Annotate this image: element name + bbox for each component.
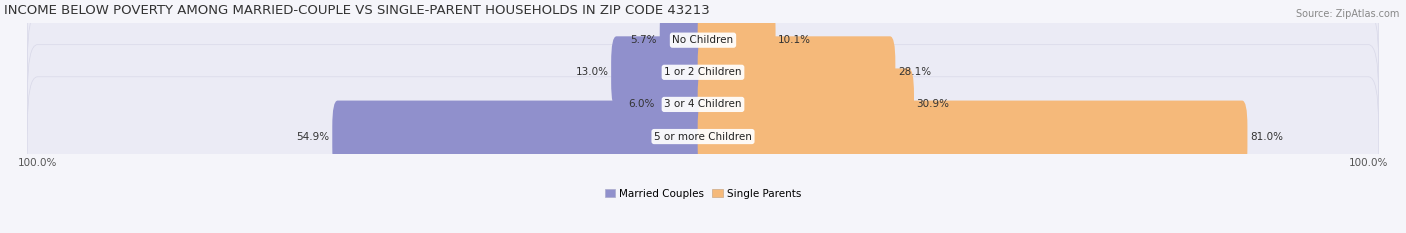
Text: 6.0%: 6.0% xyxy=(628,99,655,110)
Text: 81.0%: 81.0% xyxy=(1250,132,1284,141)
FancyBboxPatch shape xyxy=(697,4,776,76)
FancyBboxPatch shape xyxy=(658,69,709,140)
Text: 3 or 4 Children: 3 or 4 Children xyxy=(664,99,742,110)
Text: 5.7%: 5.7% xyxy=(630,35,657,45)
Text: 54.9%: 54.9% xyxy=(297,132,329,141)
Legend: Married Couples, Single Parents: Married Couples, Single Parents xyxy=(605,189,801,199)
FancyBboxPatch shape xyxy=(697,36,896,108)
Text: 5 or more Children: 5 or more Children xyxy=(654,132,752,141)
Text: 10.1%: 10.1% xyxy=(778,35,811,45)
FancyBboxPatch shape xyxy=(697,69,914,140)
FancyBboxPatch shape xyxy=(28,0,1378,100)
Text: 13.0%: 13.0% xyxy=(575,67,609,77)
FancyBboxPatch shape xyxy=(659,4,709,76)
Text: 30.9%: 30.9% xyxy=(917,99,949,110)
Text: 1 or 2 Children: 1 or 2 Children xyxy=(664,67,742,77)
Text: 28.1%: 28.1% xyxy=(898,67,931,77)
FancyBboxPatch shape xyxy=(332,101,709,172)
FancyBboxPatch shape xyxy=(697,101,1247,172)
FancyBboxPatch shape xyxy=(28,45,1378,164)
Text: INCOME BELOW POVERTY AMONG MARRIED-COUPLE VS SINGLE-PARENT HOUSEHOLDS IN ZIP COD: INCOME BELOW POVERTY AMONG MARRIED-COUPL… xyxy=(4,4,710,17)
Text: No Children: No Children xyxy=(672,35,734,45)
Text: Source: ZipAtlas.com: Source: ZipAtlas.com xyxy=(1295,9,1399,19)
FancyBboxPatch shape xyxy=(612,36,709,108)
FancyBboxPatch shape xyxy=(28,77,1378,196)
FancyBboxPatch shape xyxy=(28,13,1378,132)
